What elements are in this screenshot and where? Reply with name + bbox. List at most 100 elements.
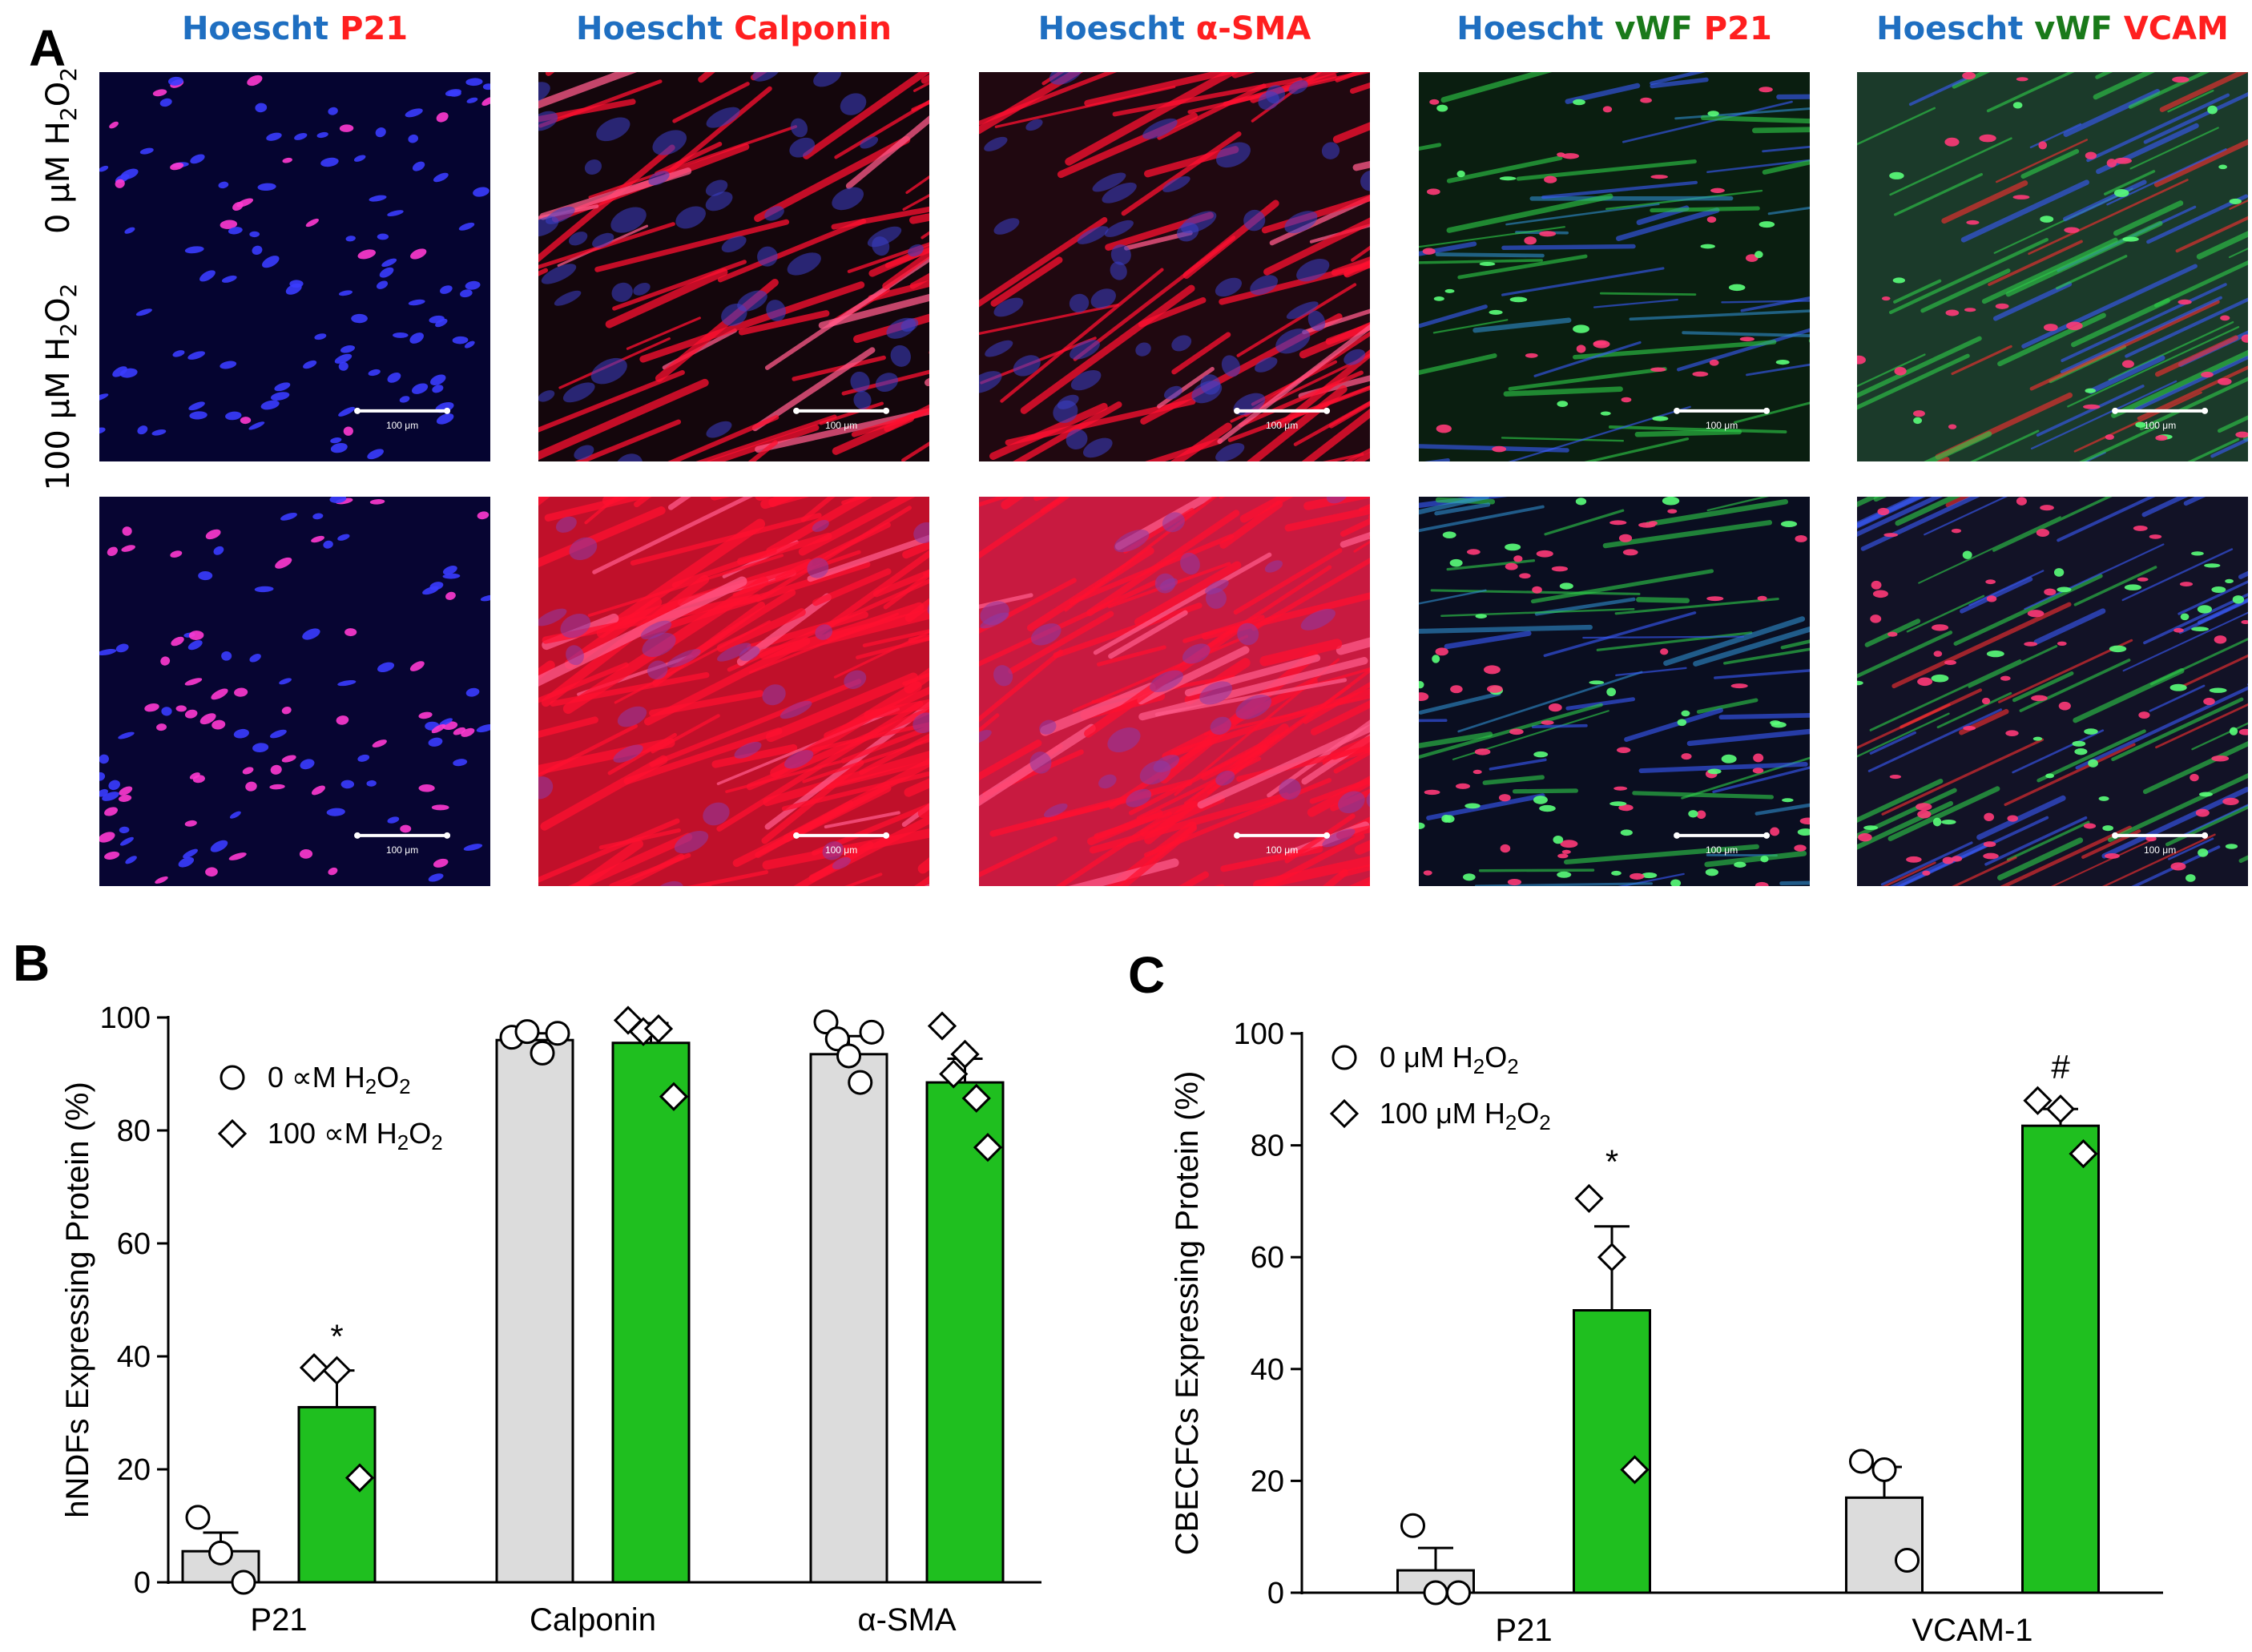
data-point-diamond: [927, 1011, 957, 1041]
data-point-circle: [185, 1505, 211, 1530]
significance-mark: *: [1605, 1143, 1618, 1181]
data-point-circle: [813, 1009, 839, 1035]
data-point-diamond: [344, 1463, 375, 1493]
data-point-circle: [1871, 1457, 1897, 1482]
data-point-circle: [836, 1043, 861, 1069]
column-title-3: Hoescht α-SMA: [1038, 13, 1311, 45]
y-tick-label: 0: [134, 1566, 151, 1600]
data-point-circle: [545, 1021, 570, 1046]
data-point-diamond: [643, 1013, 674, 1044]
data-point-circle: [530, 1040, 555, 1066]
scale-bar-label: 100 μm: [386, 420, 418, 431]
title-stain-vwf: vWF: [2023, 10, 2113, 47]
y-axis-label: CBECFCs Expressing Protein (%): [1170, 1071, 1205, 1556]
data-point-diamond: [961, 1083, 991, 1113]
data-point-circle: [824, 1026, 850, 1052]
data-point-circle: [1446, 1580, 1471, 1606]
data-point-circle: [1400, 1513, 1425, 1538]
scale-bar-label: 100 μm: [825, 844, 857, 856]
data-point-circle: [1895, 1548, 1920, 1573]
data-point-diamond: [973, 1133, 1003, 1162]
data-point-diamond: [659, 1082, 689, 1111]
legend-label: 0 μM H2O2: [1380, 1041, 1519, 1078]
micrograph-r2-c5: 100 μm: [1857, 497, 2248, 886]
legend-marker-circle: [220, 1065, 245, 1090]
column-title-5: Hoescht vWF VCAM: [1876, 13, 2229, 45]
y-tick-label: 80: [1251, 1130, 1284, 1163]
micrograph-r1-c2: 100 μm: [538, 72, 929, 461]
column-title-4: Hoescht vWF P21: [1456, 13, 1772, 45]
title-stain-hoescht: Hoescht: [1037, 10, 1185, 47]
scale-bar-label: 100 μm: [1706, 844, 1738, 856]
bar-calponin-s0: [495, 1038, 574, 1584]
data-point-diamond: [939, 1059, 969, 1089]
title-stain-vcam: VCAM: [2112, 10, 2229, 47]
data-point-circle: [208, 1540, 233, 1565]
y-tick-label: 100: [100, 1001, 151, 1035]
data-point-diamond: [2069, 1138, 2098, 1169]
data-point-diamond: [2023, 1086, 2053, 1115]
title-stain-hoescht: Hoescht: [1876, 10, 2024, 47]
y-axis-label: hNDFs Expressing Protein (%): [60, 1082, 95, 1518]
bar-sma-s1: [925, 1081, 1005, 1584]
data-point-diamond: [950, 1039, 980, 1069]
category-label: Calponin: [530, 1602, 656, 1638]
bar-vcam1-s1: [2021, 1124, 2100, 1594]
scale-bar-label: 100 μm: [825, 420, 857, 431]
y-tick-label: 0: [1267, 1577, 1284, 1610]
data-point-diamond: [1620, 1455, 1650, 1485]
title-stain-sma: α-SMA: [1184, 10, 1311, 47]
title-stain-vwf: vWF: [1603, 10, 1693, 47]
y-tick-label: 40: [1251, 1353, 1284, 1387]
micrograph-r2-c4: 100 μm: [1419, 497, 1810, 886]
scale-bar-label: 100 μm: [386, 844, 418, 856]
category-label: P21: [250, 1602, 307, 1638]
scale-bar-label: 100 μm: [1266, 844, 1298, 856]
category-label: VCAM-1: [1912, 1613, 2032, 1648]
data-point-circle: [231, 1569, 256, 1595]
y-tick-label: 40: [117, 1340, 151, 1374]
legend-marker-diamond: [217, 1118, 248, 1149]
data-point-diamond: [299, 1352, 329, 1383]
y-tick-label: 60: [117, 1227, 151, 1261]
title-stain-hoescht: Hoescht: [1456, 10, 1604, 47]
data-point-circle: [1423, 1580, 1448, 1606]
data-point-circle: [848, 1070, 873, 1095]
micrograph-r2-c2: 100 μm: [538, 497, 929, 886]
data-point-diamond: [1597, 1243, 1627, 1272]
title-stain-hoescht: Hoescht: [181, 10, 329, 47]
legend-marker-circle: [1331, 1045, 1357, 1070]
title-stain-p21: P21: [1692, 10, 1772, 47]
scale-bar-label: 100 μm: [1266, 420, 1298, 431]
panel-label-b: B: [13, 934, 50, 992]
data-point-circle: [1849, 1449, 1874, 1474]
scale-bar-label: 100 μm: [2144, 420, 2176, 431]
significance-mark: *: [330, 1317, 343, 1355]
bar-p21-s1: [297, 1405, 377, 1584]
y-tick-label: 60: [1251, 1241, 1284, 1275]
legend-label: 100 μM H2O2: [1380, 1097, 1551, 1134]
significance-mark: #: [2051, 1048, 2070, 1086]
column-title-2: Hoescht Calponin: [576, 13, 892, 45]
micrograph-r1-c5: 100 μm: [1857, 72, 2248, 461]
title-stain-hoescht: Hoescht: [576, 10, 723, 47]
scale-bar-label: 100 μm: [1706, 420, 1738, 431]
data-point-diamond: [322, 1356, 352, 1385]
bar-sma-s0: [809, 1053, 888, 1584]
legend-label: 100 ∝M H2O2: [268, 1117, 443, 1154]
data-point-circle: [514, 1019, 540, 1045]
category-label: P21: [1495, 1613, 1552, 1648]
panel-label-a: A: [29, 19, 66, 77]
y-tick-label: 100: [1234, 1017, 1284, 1051]
y-tick-label: 80: [117, 1114, 151, 1148]
bar-vcam1-s0: [1845, 1496, 1924, 1594]
column-title-1: Hoescht P21: [182, 13, 408, 45]
panel-label-c: C: [1128, 946, 1166, 1004]
category-label: α-SMA: [857, 1602, 956, 1638]
micrograph-r2-c3: 100 μm: [979, 497, 1370, 886]
legend-marker-diamond: [1329, 1098, 1360, 1129]
data-point-diamond: [1574, 1183, 1604, 1214]
